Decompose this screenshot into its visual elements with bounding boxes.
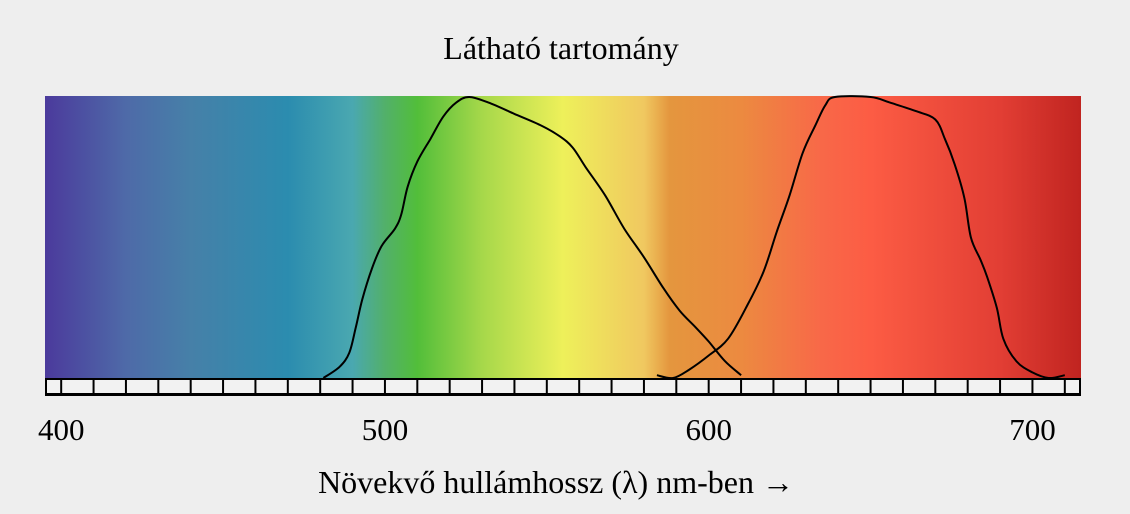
axis-tick-label: 400	[38, 412, 85, 447]
axis-title: Növekvő hullámhossz (λ) nm-ben →	[0, 460, 1112, 504]
axis-tick-label: 700	[1009, 412, 1056, 447]
red-sensitivity-curve	[656, 95, 1066, 380]
ruler-ticks	[45, 379, 1081, 394]
axis-tick-label: 500	[362, 412, 409, 447]
axis-title-text: Növekvő hullámhossz (λ) nm-ben	[318, 464, 754, 500]
right-arrow-icon: →	[761, 464, 794, 500]
axis-tick-labels: 400 500 600 700	[38, 412, 1056, 447]
green-sensitivity-curve	[322, 95, 742, 379]
ruler-strip	[45, 378, 1081, 395]
visible-spectrum-band	[45, 96, 1081, 378]
diagram-title: Látható tartomány	[443, 30, 679, 66]
axis-tick-label: 600	[685, 412, 732, 447]
